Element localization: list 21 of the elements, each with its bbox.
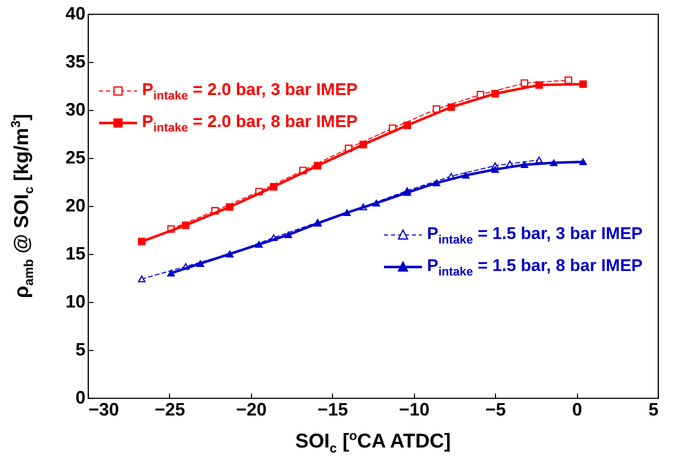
legend-label: P$_{intake}$ = 2.0 bar, 3 bar IMEP: [142, 80, 358, 102]
y-tick-label: 10: [65, 292, 86, 312]
y-tick-label: 40: [65, 4, 86, 24]
x-tick-label: −25: [154, 400, 186, 420]
legend-label: P$_{intake}$ = 1.5 bar, 3 bar IMEP: [427, 224, 643, 246]
x-tick-label: −5: [485, 400, 506, 420]
x-tick-label: −15: [318, 400, 348, 420]
y-tick-label: 25: [65, 148, 86, 168]
y-tick-label: 35: [65, 52, 86, 72]
x-tick-label: 5: [648, 400, 658, 420]
legend-label: P$_{intake}$ = 2.0 bar, 8 bar IMEP: [142, 112, 358, 134]
x-tick-label: −10: [398, 400, 430, 420]
y-tick-label: 30: [65, 100, 86, 120]
x-axis-title: SOI$_{c}$ [$^{o}$CA ATDC]: [295, 428, 451, 456]
x-tick-label: 0: [572, 400, 582, 420]
y-tick-label: 20: [65, 196, 86, 216]
y-tick-label: 5: [75, 340, 86, 360]
x-tick-label: −30: [88, 400, 120, 420]
y-tick-label: 15: [65, 244, 86, 264]
x-tick-label: −20: [236, 400, 267, 420]
legend-label: P$_{intake}$ = 1.5 bar, 8 bar IMEP: [427, 256, 643, 278]
